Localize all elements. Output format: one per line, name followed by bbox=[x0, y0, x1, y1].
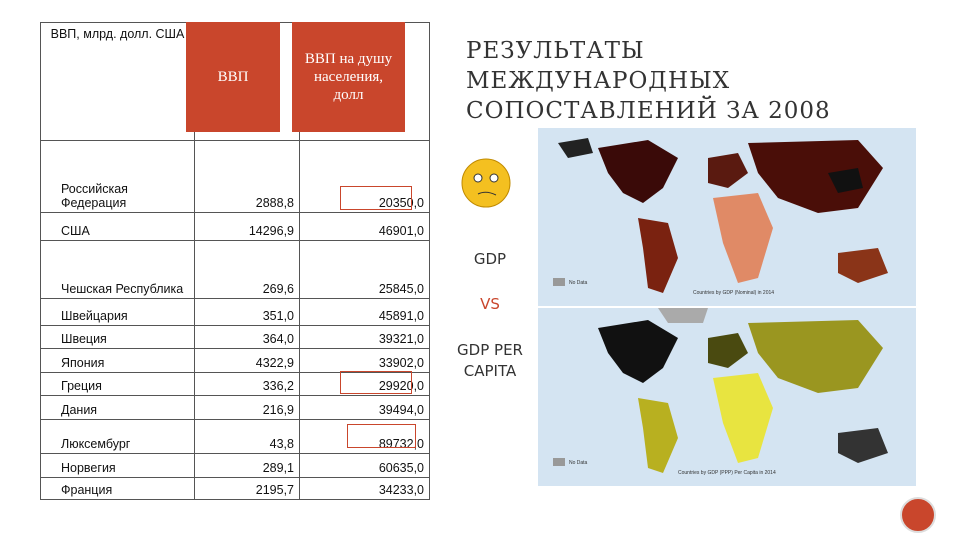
value-cell: 29920,0 bbox=[299, 372, 430, 396]
value-cell: 269,6 bbox=[194, 240, 300, 299]
table-row: Франция 2195,7 34233,0 bbox=[40, 477, 430, 500]
gdp-label: GDP bbox=[473, 250, 507, 268]
value-cell: 20350,0 bbox=[299, 140, 430, 213]
gdp-per-capita-overlay: ВВП на душу населения, долл bbox=[292, 22, 405, 132]
value-cell: 39321,0 bbox=[299, 325, 430, 349]
thinking-face bbox=[461, 158, 511, 208]
map-caption: Countries by GDP (PPP) Per Capita in 201… bbox=[678, 470, 776, 476]
value-cell: 14296,9 bbox=[194, 212, 300, 241]
country-cell: Франция bbox=[40, 477, 195, 500]
country-cell: Норвегия bbox=[40, 453, 195, 478]
value-cell: 2195,7 bbox=[194, 477, 300, 500]
value-cell: 43,8 bbox=[194, 419, 300, 454]
value-cell: 33902,0 bbox=[299, 348, 430, 373]
value-cell: 34233,0 bbox=[299, 477, 430, 500]
value-cell: 289,1 bbox=[194, 453, 300, 478]
country-cell: Чешская Республика bbox=[40, 240, 195, 299]
value-cell: 39494,0 bbox=[299, 395, 430, 420]
value-cell: 336,2 bbox=[194, 372, 300, 396]
page-badge bbox=[900, 497, 936, 533]
highlight bbox=[340, 186, 412, 210]
country-cell: Люксембург bbox=[40, 419, 195, 454]
mouth bbox=[477, 191, 497, 196]
highlight bbox=[347, 424, 416, 448]
continents-top bbox=[558, 138, 888, 293]
table-row: Чешская Республика 269,6 25845,0 bbox=[40, 240, 430, 299]
value-cell: 2888,8 bbox=[194, 140, 300, 213]
no-data-swatch bbox=[553, 458, 565, 466]
eye bbox=[473, 173, 483, 183]
gdp-per-capita-label: GDP PER CAPITA bbox=[457, 341, 523, 380]
table-row: Норвегия 289,1 60635,0 bbox=[40, 453, 430, 478]
table-row: Российская Федерация 2888,8 20350,0 bbox=[40, 140, 430, 213]
country-cell: Швейцария bbox=[40, 298, 195, 326]
legend-label: No Data bbox=[569, 460, 588, 466]
value-cell: 60635,0 bbox=[299, 453, 430, 478]
country-cell: Япония bbox=[40, 348, 195, 373]
table-row: Швейцария 351,0 45891,0 bbox=[40, 298, 430, 326]
country-cell: Греция bbox=[40, 372, 195, 396]
table-row: Япония 4322,9 33902,0 bbox=[40, 348, 430, 373]
value-cell: 4322,9 bbox=[194, 348, 300, 373]
country-cell: Дания bbox=[40, 395, 195, 420]
vs-label: VS bbox=[480, 295, 500, 313]
value-cell: 216,9 bbox=[194, 395, 300, 420]
table-row: Швеция 364,0 39321,0 bbox=[40, 325, 430, 349]
eye bbox=[489, 173, 499, 183]
country-cell: Швеция bbox=[40, 325, 195, 349]
header-cell: ВВП, млрд. долл. США bbox=[40, 22, 195, 141]
legend-label: No Data bbox=[569, 280, 588, 286]
maps: Countries by GDP (Nominal) in 2014 Count… bbox=[438, 128, 916, 486]
value-cell: 45891,0 bbox=[299, 298, 430, 326]
map-caption: Countries by GDP (Nominal) in 2014 bbox=[693, 290, 774, 296]
country-cell: США bbox=[40, 212, 195, 241]
table-row: Греция 336,2 29920,0 bbox=[40, 372, 430, 396]
gdp-overlay: ВВП bbox=[186, 22, 280, 132]
highlight bbox=[340, 371, 412, 394]
value-cell: 364,0 bbox=[194, 325, 300, 349]
value-cell: 25845,0 bbox=[299, 240, 430, 299]
value-cell: 46901,0 bbox=[299, 212, 430, 241]
continents-bottom bbox=[598, 308, 888, 473]
value-cell: 351,0 bbox=[194, 298, 300, 326]
country-cell: Российская Федерация bbox=[40, 140, 195, 213]
table-row: Дания 216,9 39494,0 bbox=[40, 395, 430, 420]
table-row: США 14296,9 46901,0 bbox=[40, 212, 430, 241]
no-data-swatch bbox=[553, 278, 565, 286]
